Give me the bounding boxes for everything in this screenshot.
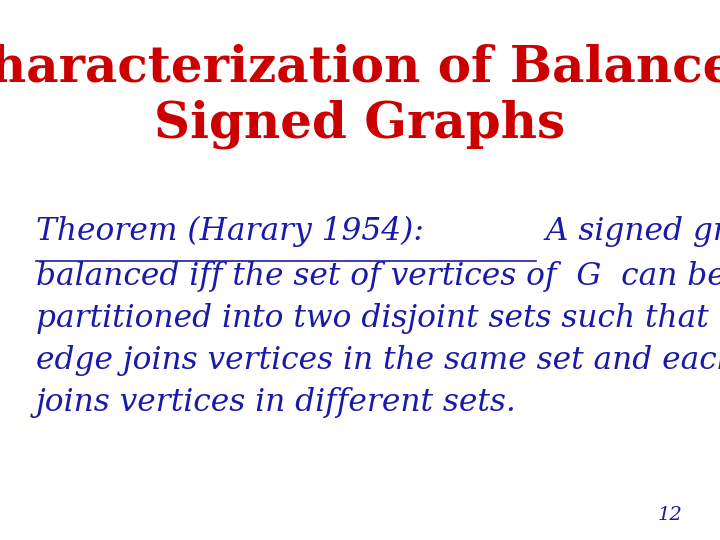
Text: 12: 12	[657, 506, 682, 524]
Text: balanced iff the set of vertices of  G  can be
partitioned into two disjoint set: balanced iff the set of vertices of G ca…	[36, 261, 720, 418]
Text: Characterization of Balanced
Signed Graphs: Characterization of Balanced Signed Grap…	[0, 43, 720, 149]
Text: A signed graph  G  is: A signed graph G is	[536, 216, 720, 247]
Text: Theorem (Harary 1954):: Theorem (Harary 1954):	[36, 216, 424, 247]
